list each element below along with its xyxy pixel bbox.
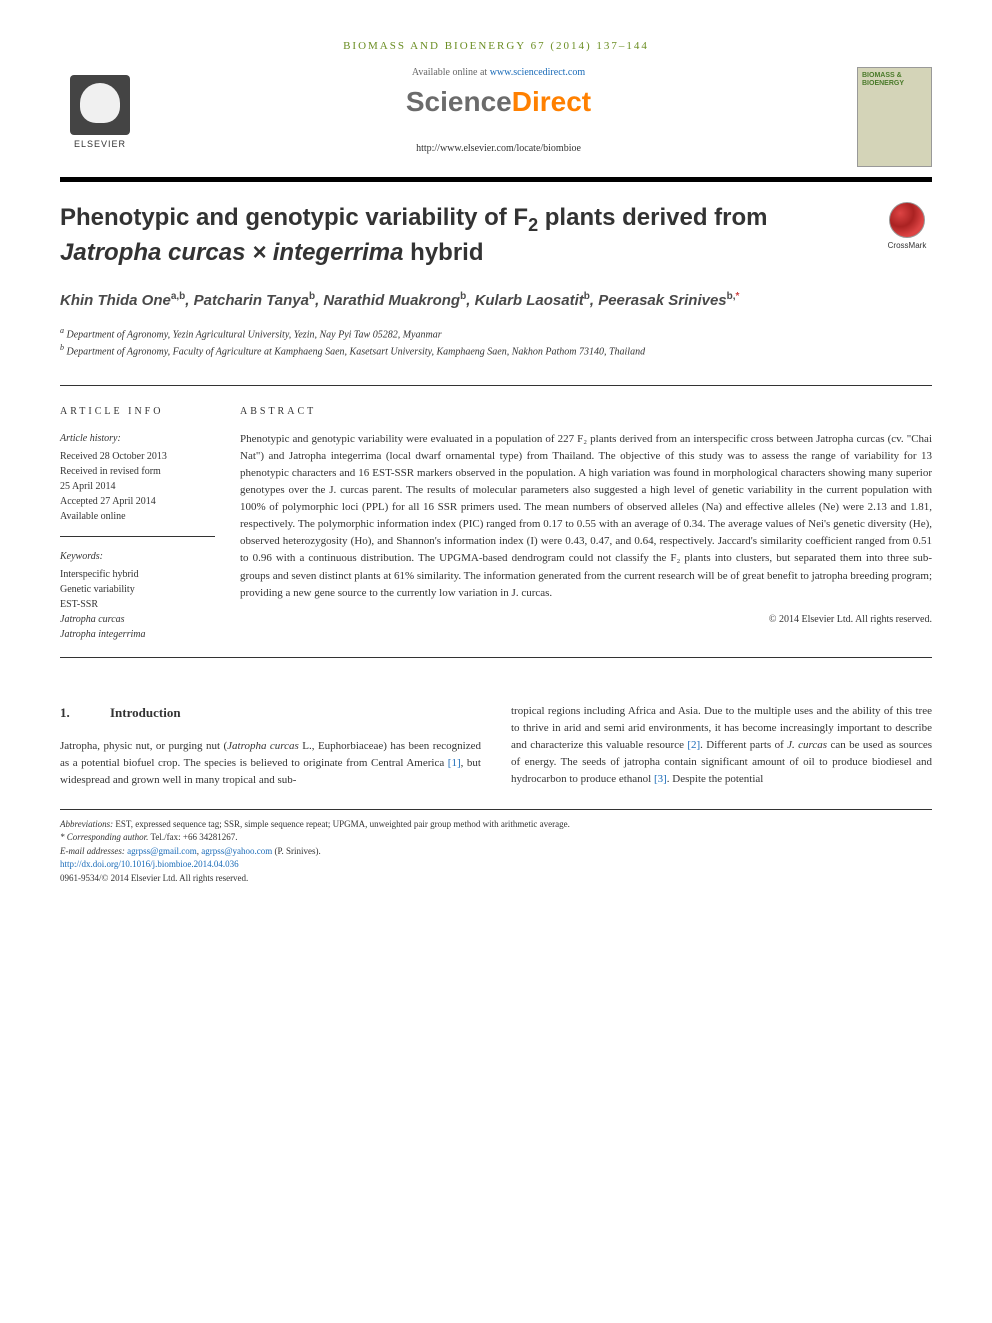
- history-line: Accepted 27 April 2014: [60, 494, 215, 509]
- keywords-block: Keywords: Interspecific hybridGenetic va…: [60, 549, 215, 642]
- title-sub: 2: [528, 215, 538, 235]
- top-bar: ELSEVIER Available online at www.science…: [60, 67, 932, 167]
- title-text-2: plants derived from: [538, 204, 767, 231]
- sciencedirect-link[interactable]: www.sciencedirect.com: [490, 67, 585, 78]
- center-header: Available online at www.sciencedirect.co…: [140, 67, 857, 154]
- cover-title: BIOMASS & BIOENERGY: [862, 72, 927, 87]
- author-affiliation-marker: b: [584, 291, 590, 302]
- article-history-block: Article history: Received 28 October 201…: [60, 431, 215, 537]
- abstract-heading: ABSTRACT: [240, 404, 932, 420]
- affiliation-line: a Department of Agronomy, Yezin Agricult…: [60, 325, 932, 342]
- title-species: Jatropha curcas × integerrima: [60, 239, 403, 266]
- keyword-lines: Interspecific hybridGenetic variabilityE…: [60, 567, 215, 642]
- section-1-heading: 1.Introduction: [60, 703, 481, 723]
- issn-line: 0961-9534/© 2014 Elsevier Ltd. All right…: [60, 872, 932, 886]
- journal-citation-header: BIOMASS AND BIOENERGY 67 (2014) 137–144: [60, 40, 932, 52]
- article-info-column: ARTICLE INFO Article history: Received 2…: [60, 404, 240, 642]
- intro-species-1: Jatropha curcas: [227, 740, 299, 752]
- journal-cover-thumbnail[interactable]: BIOMASS & BIOENERGY: [857, 67, 932, 167]
- available-prefix: Available online at: [412, 67, 490, 78]
- corr-label: * Corresponding author.: [60, 832, 148, 842]
- header-divider: [60, 177, 932, 182]
- author-affiliation-marker: b,*: [727, 291, 740, 302]
- author-name: Narathid Muakrong: [323, 292, 460, 309]
- title-row: Phenotypic and genotypic variability of …: [60, 202, 932, 269]
- ref-link-3[interactable]: [3]: [654, 773, 667, 785]
- abbrev-text: EST, expressed sequence tag; SSR, simple…: [113, 819, 570, 829]
- info-abstract-row: ARTICLE INFO Article history: Received 2…: [60, 404, 932, 642]
- email-link-2[interactable]: agrpss@yahoo.com: [201, 846, 272, 856]
- available-online-text: Available online at www.sciencedirect.co…: [140, 67, 857, 78]
- sd-logo-science: Science: [406, 86, 512, 117]
- abbreviations-line: Abbreviations: EST, expressed sequence t…: [60, 818, 932, 832]
- locate-url[interactable]: http://www.elsevier.com/locate/biombioe: [140, 143, 857, 154]
- sciencedirect-logo[interactable]: ScienceDirect: [140, 86, 857, 118]
- doi-line: http://dx.doi.org/10.1016/j.biombioe.201…: [60, 858, 932, 872]
- intro-text-1: Jatropha, physic nut, or purging nut (: [60, 740, 227, 752]
- keyword-line: Jatropha curcas: [60, 612, 215, 627]
- ref-link-2[interactable]: [2]: [687, 739, 700, 751]
- intro-species-2: J. curcas: [787, 739, 827, 751]
- paper-title: Phenotypic and genotypic variability of …: [60, 202, 882, 269]
- history-line: Received in revised form: [60, 464, 215, 479]
- keyword-line: Jatropha integerrima: [60, 627, 215, 642]
- article-info-heading: ARTICLE INFO: [60, 404, 215, 419]
- ref-link-1[interactable]: [1]: [448, 757, 461, 769]
- section-1-title: Introduction: [110, 705, 181, 720]
- affiliation-line: b Department of Agronomy, Faculty of Agr…: [60, 342, 932, 359]
- email-line: E-mail addresses: agrpss@gmail.com, agrp…: [60, 845, 932, 859]
- history-line: Received 28 October 2013: [60, 449, 215, 464]
- author-name: Khin Thida One: [60, 292, 171, 309]
- author-affiliation-marker: a,b: [171, 291, 185, 302]
- body-col-right: tropical regions including Africa and As…: [511, 703, 932, 789]
- author-affiliation-marker: b: [460, 291, 466, 302]
- authors-list: Khin Thida Onea,b, Patcharin Tanyab, Nar…: [60, 289, 932, 313]
- elsevier-tree-icon: [70, 75, 130, 135]
- elsevier-logo[interactable]: ELSEVIER: [60, 67, 140, 157]
- crossmark-badge[interactable]: CrossMark: [882, 202, 932, 250]
- title-text-3: hybrid: [403, 239, 483, 266]
- author-name: Kularb Laosatit: [475, 292, 584, 309]
- email-label: E-mail addresses:: [60, 846, 127, 856]
- author-name: Peerasak Srinives: [598, 292, 726, 309]
- abstract-column: ABSTRACT Phenotypic and genotypic variab…: [240, 404, 932, 642]
- email-link-1[interactable]: agrpss@gmail.com: [127, 846, 197, 856]
- intro-paragraph-1: Jatropha, physic nut, or purging nut (Ja…: [60, 738, 481, 789]
- intro-text-7: . Despite the potential: [667, 773, 764, 785]
- abbrev-label: Abbreviations:: [60, 819, 113, 829]
- sd-logo-direct: Direct: [512, 86, 591, 117]
- crossmark-icon: [889, 202, 925, 238]
- abstract-text: Phenotypic and genotypic variability wer…: [240, 431, 932, 601]
- author-affiliation-marker: b: [309, 291, 315, 302]
- doi-link[interactable]: http://dx.doi.org/10.1016/j.biombioe.201…: [60, 859, 239, 869]
- email-suffix: (P. Srinives).: [272, 846, 321, 856]
- copyright-line: © 2014 Elsevier Ltd. All rights reserved…: [240, 612, 932, 628]
- footnotes: Abbreviations: EST, expressed sequence t…: [60, 809, 932, 886]
- intro-text-5: . Different parts of: [700, 739, 787, 751]
- body-divider: [60, 657, 932, 658]
- keyword-line: Genetic variability: [60, 582, 215, 597]
- history-line: 25 April 2014: [60, 479, 215, 494]
- history-label: Article history:: [60, 431, 215, 446]
- author-name: Patcharin Tanya: [194, 292, 309, 309]
- intro-paragraph-2: tropical regions including Africa and As…: [511, 703, 932, 788]
- elsevier-label: ELSEVIER: [74, 139, 126, 149]
- keyword-line: Interspecific hybrid: [60, 567, 215, 582]
- body-col-left: 1.Introduction Jatropha, physic nut, or …: [60, 703, 481, 789]
- history-lines: Received 28 October 2013Received in revi…: [60, 449, 215, 524]
- corresponding-author-line: * Corresponding author. Tel./fax: +66 34…: [60, 831, 932, 845]
- corr-text: Tel./fax: +66 34281267.: [148, 832, 237, 842]
- keyword-line: EST-SSR: [60, 597, 215, 612]
- affiliations-list: a Department of Agronomy, Yezin Agricult…: [60, 325, 932, 360]
- history-line: Available online: [60, 509, 215, 524]
- keywords-label: Keywords:: [60, 549, 215, 564]
- body-columns: 1.Introduction Jatropha, physic nut, or …: [60, 703, 932, 789]
- info-abstract-divider: [60, 385, 932, 386]
- section-1-num: 1.: [60, 703, 110, 723]
- title-text-1: Phenotypic and genotypic variability of …: [60, 204, 528, 231]
- crossmark-label: CrossMark: [888, 241, 927, 250]
